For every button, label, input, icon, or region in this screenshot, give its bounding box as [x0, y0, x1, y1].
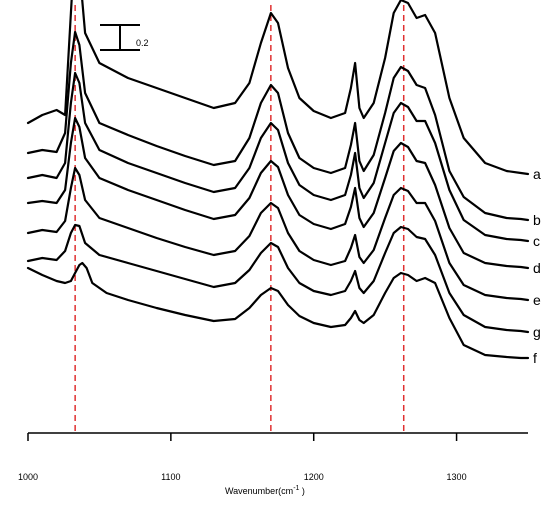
spectrum-curve-e [26, 166, 530, 302]
curve-label-f: f [533, 350, 537, 366]
curve-label-d: d [533, 260, 541, 276]
spectrum-curve-g [26, 223, 530, 334]
curve-label-g: g [533, 324, 541, 340]
x-tick-label-1000: 1000 [18, 472, 38, 482]
scale-bar: 0.2 [100, 24, 149, 51]
x-tick-label-1200: 1200 [304, 472, 324, 482]
spectrum-curve-a [26, 0, 530, 176]
spectra-curves [26, 0, 530, 360]
x-tick-label-1100: 1100 [161, 472, 180, 482]
curve-label-e: e [533, 292, 541, 308]
x-axis: 1000 1100 1200 1300 [18, 432, 528, 482]
x-axis-label-suffix: ) [299, 486, 305, 496]
x-axis-label-text: Wavenumber(cm [225, 486, 293, 496]
x-axis-label: Wavenumber(cm-1 ) [225, 485, 305, 496]
scale-bar-label: 0.2 [136, 38, 149, 48]
curve-label-b: b [533, 212, 541, 228]
x-tick-label-1300: 1300 [447, 472, 467, 482]
spectrum-curve-d [26, 116, 530, 270]
spectrum-curve-b [26, 30, 530, 222]
spectrum-curve-f [26, 261, 530, 360]
curve-label-a: a [533, 166, 541, 182]
spectrum-curve-c [26, 71, 530, 243]
x-axis-label-superscript: -1 [293, 485, 299, 492]
curve-label-c: c [533, 233, 540, 249]
